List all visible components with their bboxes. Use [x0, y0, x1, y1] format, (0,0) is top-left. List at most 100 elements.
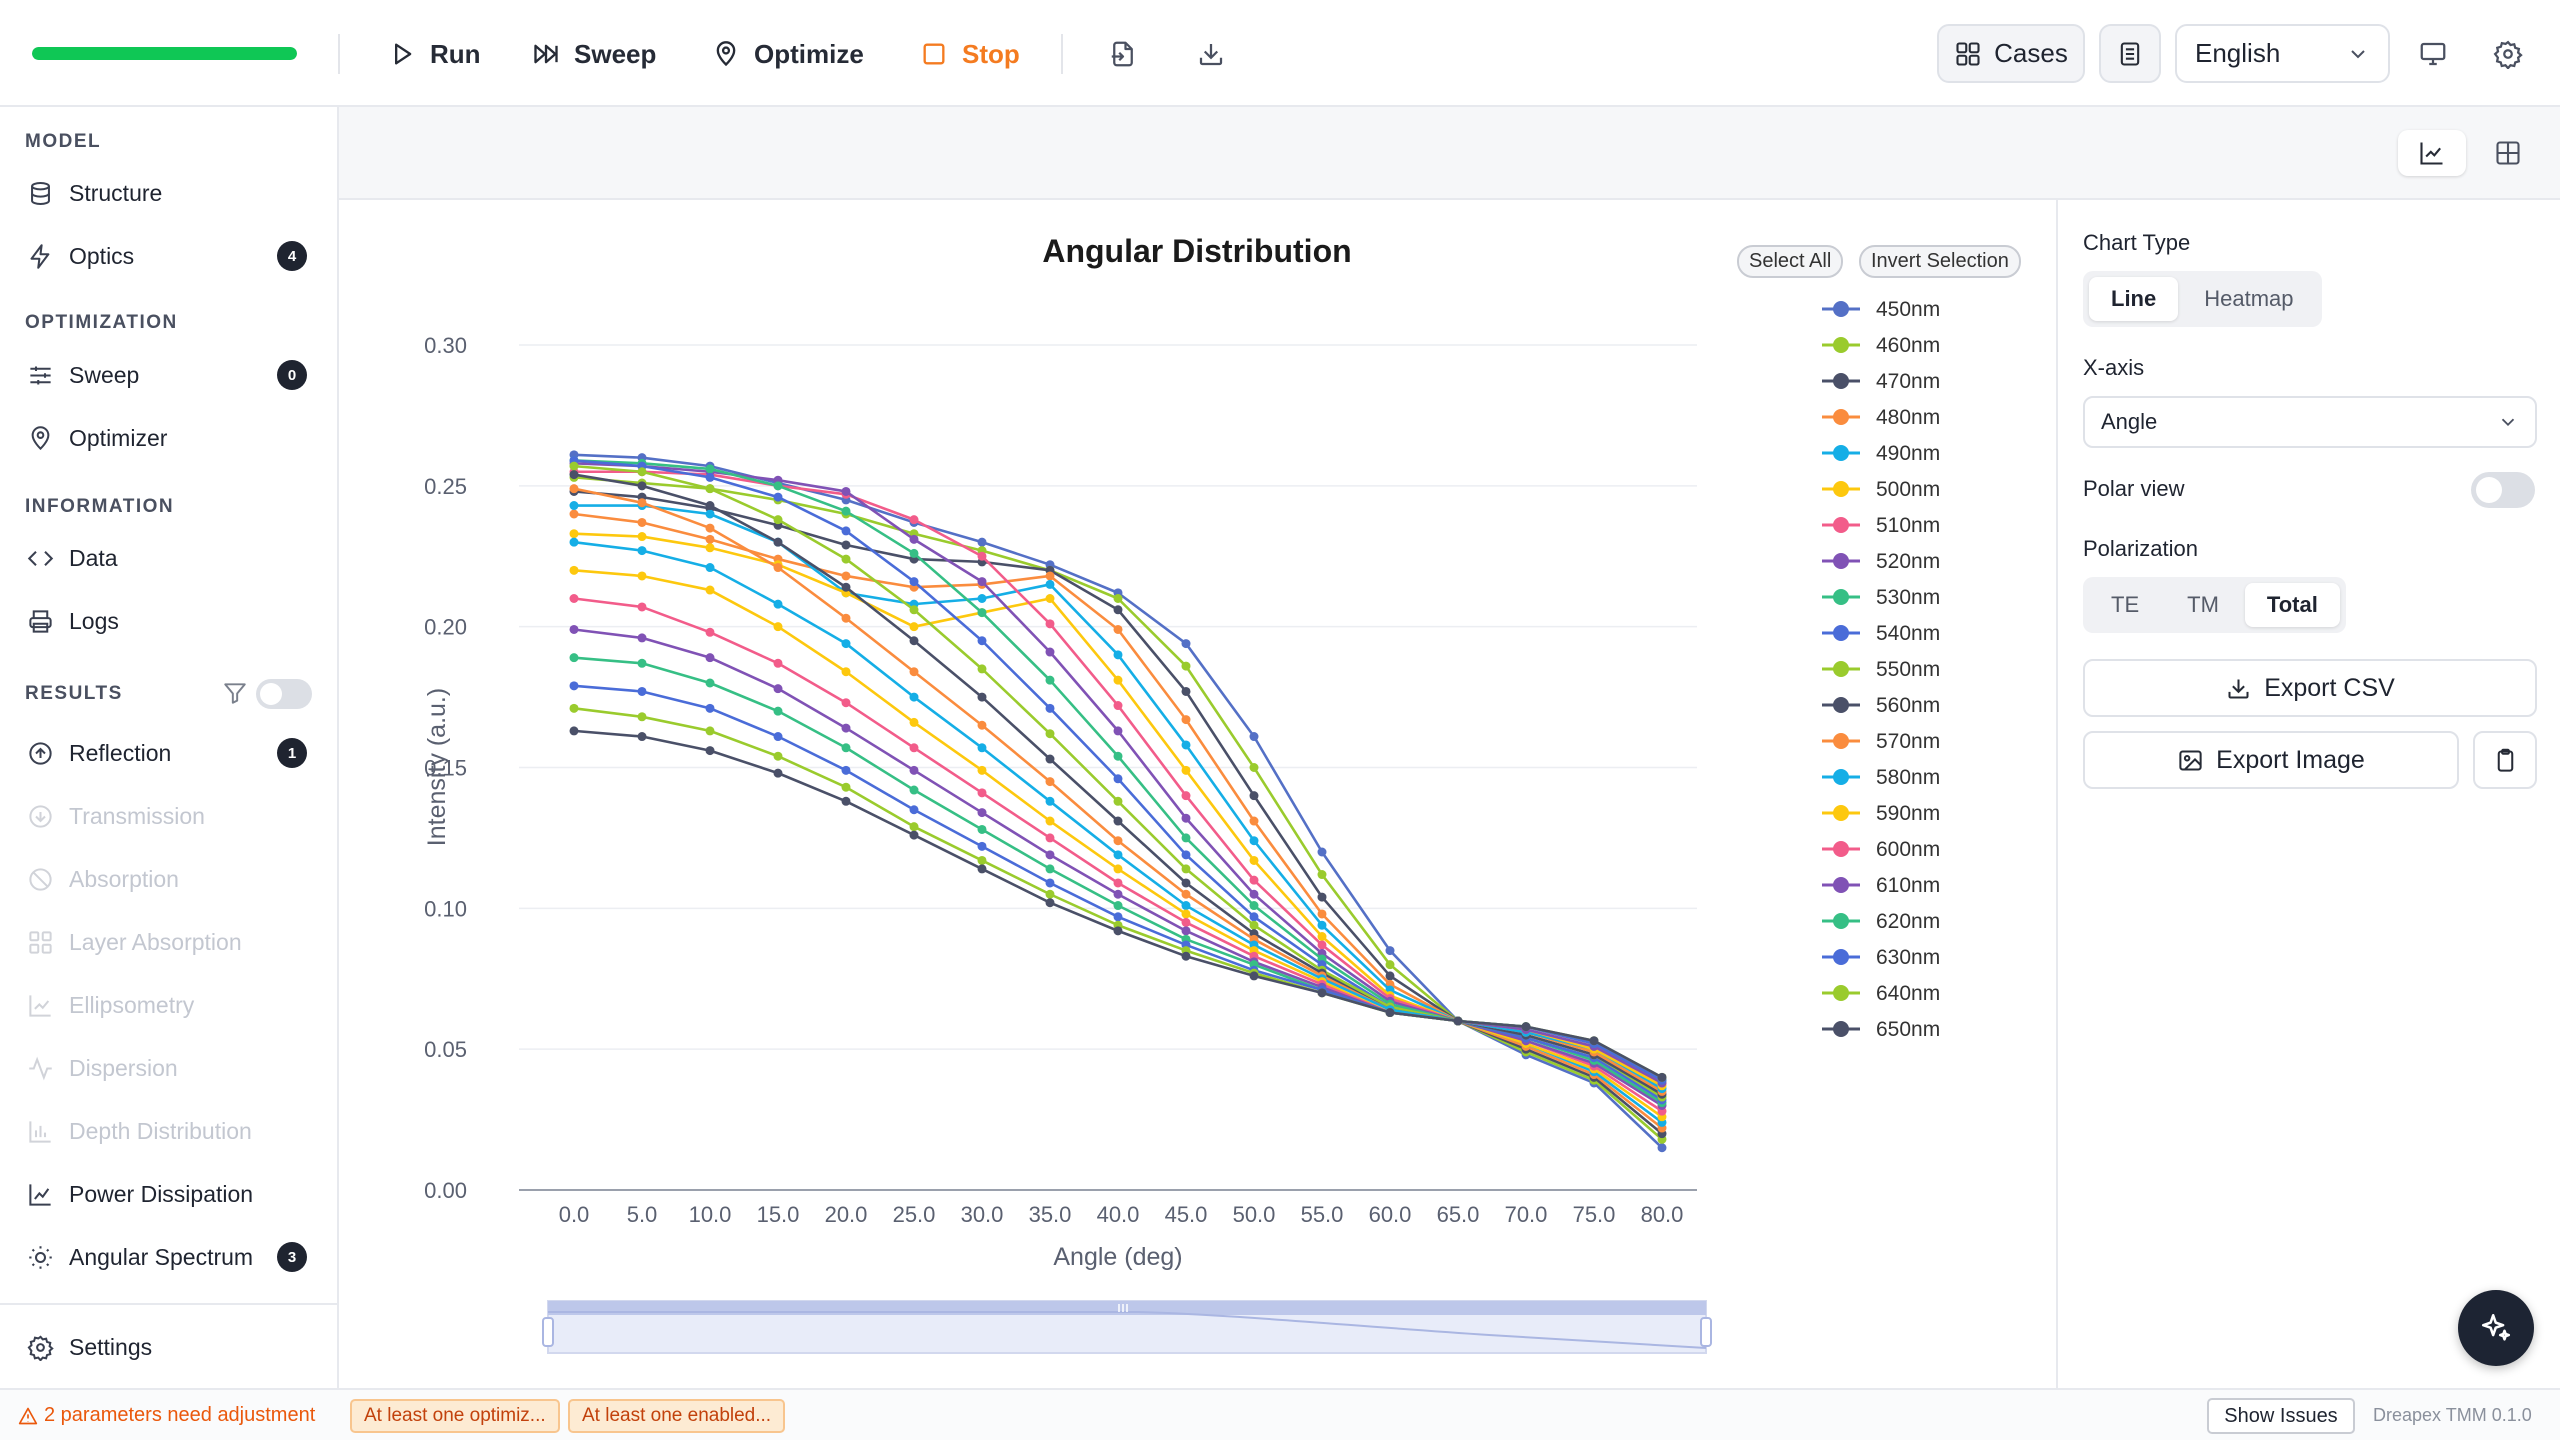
- data-point: [977, 824, 987, 834]
- warning-message[interactable]: 2 parameters need adjustment: [18, 1404, 315, 1427]
- series-470nm[interactable]: [569, 486, 1667, 1139]
- legend-swatch-dot: [1833, 985, 1849, 1001]
- polarization-tm[interactable]: TM: [2187, 592, 2219, 617]
- series-650nm[interactable]: [569, 726, 1667, 1082]
- data-point: [909, 717, 919, 727]
- series-560nm[interactable]: [569, 470, 1667, 1099]
- legend-item[interactable]: 640nm: [1822, 982, 1940, 1005]
- sidebar-item-optimizer[interactable]: Optimizer: [0, 410, 337, 466]
- sidebar-item-logs[interactable]: Logs: [0, 593, 337, 649]
- data-point: [1113, 650, 1123, 660]
- series-570nm[interactable]: [569, 484, 1667, 1096]
- sweep-button[interactable]: Sweep: [532, 30, 656, 78]
- export-csv-button[interactable]: Export CSV: [2083, 659, 2537, 717]
- legend-item[interactable]: 490nm: [1822, 442, 1940, 465]
- settings-gear-button[interactable]: [2488, 34, 2528, 74]
- sweep-label: Sweep: [574, 38, 657, 69]
- legend-item[interactable]: 580nm: [1822, 766, 1940, 789]
- data-point: [569, 461, 579, 471]
- stop-button[interactable]: Stop: [920, 30, 1020, 78]
- legend-item[interactable]: 530nm: [1822, 586, 1940, 609]
- sidebar-item-sweep[interactable]: Sweep 0: [0, 347, 337, 403]
- sidebar-item-settings[interactable]: Settings: [0, 1319, 337, 1375]
- chart-view-button[interactable]: [2398, 130, 2466, 176]
- data-point: [1113, 889, 1123, 899]
- cases-button[interactable]: Cases: [1937, 24, 2085, 83]
- legend-label: 580nm: [1876, 766, 1940, 789]
- warning-icon: [18, 1407, 38, 1424]
- polarization-total[interactable]: Total: [2244, 583, 2340, 627]
- issue-chip[interactable]: At least one enabled...: [568, 1399, 786, 1433]
- legend-item[interactable]: 630nm: [1822, 946, 1940, 969]
- zoom-handle-right[interactable]: [1700, 1317, 1712, 1347]
- legend-item[interactable]: 460nm: [1822, 334, 1940, 357]
- sidebar-item-data[interactable]: Data: [0, 530, 337, 586]
- select-all-button[interactable]: Select All: [1737, 245, 1844, 278]
- sidebar-item-label: Data: [69, 544, 118, 571]
- chart-type-line[interactable]: Line: [2089, 277, 2179, 321]
- legend-item[interactable]: 600nm: [1822, 838, 1940, 861]
- series-510nm[interactable]: [569, 467, 1667, 1116]
- legend-item[interactable]: 510nm: [1822, 514, 1940, 537]
- language-select[interactable]: English: [2175, 24, 2390, 83]
- data-zoom-slider[interactable]: [542, 1300, 1712, 1354]
- legend-item[interactable]: 500nm: [1822, 478, 1940, 501]
- ai-assistant-button[interactable]: [2458, 1290, 2534, 1366]
- chart-type-label: Chart Type: [2083, 230, 2191, 255]
- sidebar-item-power-dissipation[interactable]: Power Dissipation: [0, 1166, 337, 1222]
- data-point: [637, 517, 647, 527]
- optimize-button[interactable]: Optimize: [712, 30, 864, 78]
- data-point: [1181, 765, 1191, 775]
- map-pin-icon: [31, 425, 50, 450]
- data-point: [705, 627, 715, 637]
- legend-item[interactable]: 620nm: [1822, 910, 1940, 933]
- series-580nm[interactable]: [569, 537, 1667, 1094]
- x-tick-label: 50.0: [1233, 1202, 1276, 1227]
- import-button[interactable]: [1103, 34, 1143, 74]
- copy-to-clipboard-button[interactable]: [2473, 731, 2537, 789]
- legend-item[interactable]: 470nm: [1822, 370, 1940, 393]
- sidebar-item-structure[interactable]: Structure: [0, 165, 337, 221]
- data-point: [909, 785, 919, 795]
- data-point: [977, 551, 987, 561]
- data-point: [909, 577, 919, 587]
- sidebar-item-reflection[interactable]: Reflection 1: [0, 725, 337, 781]
- invert-selection-button[interactable]: Invert Selection: [1859, 245, 2021, 278]
- legend-item[interactable]: 540nm: [1822, 622, 1940, 645]
- show-issues-button[interactable]: Show Issues: [2207, 1398, 2355, 1434]
- download-button[interactable]: [1191, 34, 1231, 74]
- table-view-button[interactable]: [2474, 130, 2542, 176]
- polar-view-toggle[interactable]: [2471, 472, 2535, 508]
- zoom-handle-left[interactable]: [542, 1317, 554, 1347]
- issue-chip[interactable]: At least one optimiz...: [350, 1399, 560, 1433]
- legend-item[interactable]: 520nm: [1822, 550, 1940, 573]
- data-point: [637, 481, 647, 491]
- data-point: [705, 501, 715, 511]
- legend-item[interactable]: 550nm: [1822, 658, 1940, 681]
- polarization-te[interactable]: TE: [2111, 592, 2140, 617]
- legend-label: 530nm: [1876, 586, 1940, 609]
- series-520nm[interactable]: [569, 458, 1667, 1110]
- x-axis-select[interactable]: Angle: [2083, 396, 2537, 448]
- legend-item[interactable]: 480nm: [1822, 406, 1940, 429]
- data-point: [1181, 791, 1191, 801]
- run-button[interactable]: Run: [388, 30, 481, 78]
- legend-swatch-dot: [1833, 517, 1849, 533]
- legend-item[interactable]: 450nm: [1822, 298, 1940, 321]
- series-line: [573, 462, 1663, 1107]
- angular-distribution-chart[interactable]: Angular Distribution 0.00 0.05 0.10 0.15 0.2…: [339, 200, 2056, 1388]
- chart-type-heatmap[interactable]: Heatmap: [2204, 286, 2294, 311]
- results-filter-toggle[interactable]: [256, 679, 312, 709]
- filter-icon[interactable]: [222, 680, 248, 706]
- legend-item[interactable]: 560nm: [1822, 694, 1940, 717]
- sidebar-item-optics[interactable]: Optics 4: [0, 228, 337, 284]
- legend-item[interactable]: 610nm: [1822, 874, 1940, 897]
- legend-item[interactable]: 650nm: [1822, 1018, 1940, 1041]
- legend-item[interactable]: 570nm: [1822, 730, 1940, 753]
- sidebar-item-angular-spectrum[interactable]: Angular Spectrum 3: [0, 1229, 337, 1285]
- export-image-button[interactable]: Export Image: [2083, 731, 2459, 789]
- legend-label: 620nm: [1876, 910, 1940, 933]
- legend-item[interactable]: 590nm: [1822, 802, 1940, 825]
- document-button[interactable]: [2099, 24, 2161, 83]
- display-button[interactable]: [2413, 34, 2453, 74]
